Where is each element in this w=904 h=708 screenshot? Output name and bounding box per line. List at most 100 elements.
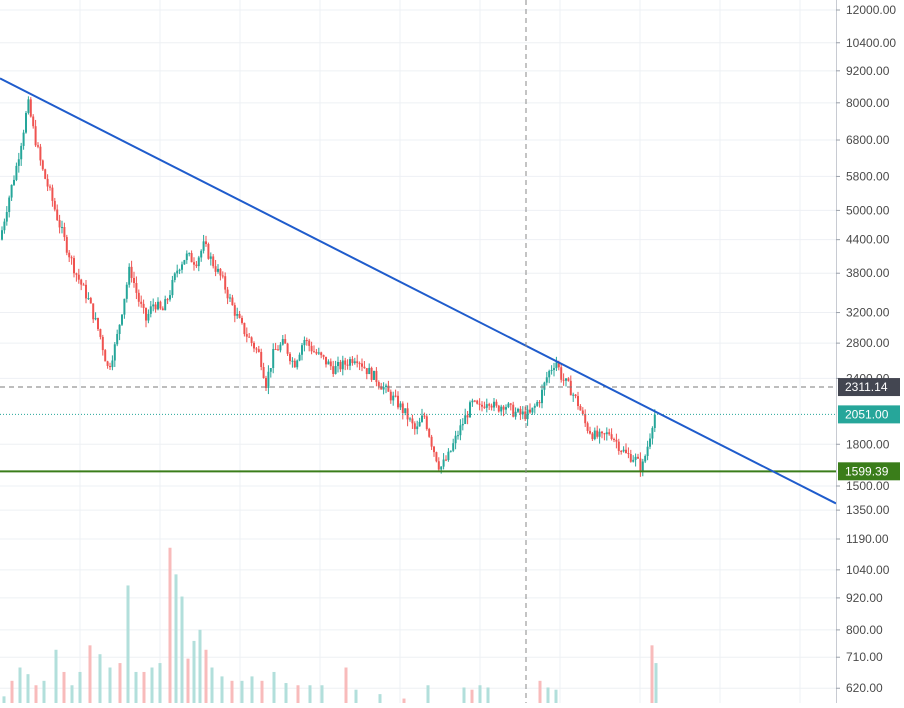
candle-body <box>555 362 558 369</box>
volume-bar <box>42 680 46 703</box>
candle-body <box>488 404 491 406</box>
candle-body <box>85 284 87 299</box>
candle-body <box>550 369 553 371</box>
level-label-bg <box>838 378 900 397</box>
candle-body <box>545 377 548 383</box>
candle-body <box>111 360 114 368</box>
candle-body <box>152 304 155 307</box>
candle-body <box>344 360 347 365</box>
candle-body <box>303 340 306 346</box>
candle-body <box>298 354 301 361</box>
candle-body <box>627 453 630 455</box>
candle-body <box>68 252 71 258</box>
volume-bar <box>78 671 82 703</box>
candle-body <box>389 391 392 401</box>
trendline-line[interactable] <box>0 77 837 505</box>
candle-body <box>536 402 539 406</box>
candle-body <box>193 262 195 265</box>
candle-body <box>509 403 512 405</box>
candle-body <box>181 264 183 270</box>
candle-body <box>164 299 167 311</box>
candle-body <box>99 329 102 337</box>
candle-body <box>125 284 128 299</box>
candle-body <box>130 266 133 278</box>
candle-body <box>457 435 459 437</box>
level-label: 2311.14 <box>845 380 888 394</box>
candle-body <box>61 227 63 229</box>
candle-body <box>277 349 279 351</box>
candle-body <box>128 266 131 285</box>
candle-body <box>538 402 541 404</box>
candle-body <box>507 403 510 408</box>
volume-bar <box>142 671 146 703</box>
volume-bar <box>62 671 66 703</box>
candle-body <box>188 253 191 255</box>
volume-bar <box>320 685 324 703</box>
candle-body <box>157 301 159 310</box>
candle-body <box>572 394 575 396</box>
tick-label: 3800.00 <box>846 266 890 280</box>
candle-body <box>577 396 579 407</box>
candle-body <box>17 159 20 166</box>
candle-body <box>363 366 366 369</box>
candle-body <box>161 308 164 311</box>
candle-body <box>605 432 608 435</box>
candle-body <box>435 452 438 462</box>
volume-bar <box>168 547 172 703</box>
candle-body <box>248 336 251 338</box>
candle-body <box>615 439 618 442</box>
candle-body <box>41 160 44 170</box>
candle-body <box>377 382 380 387</box>
candle-body <box>209 256 212 259</box>
volume-bar <box>186 658 190 703</box>
candle-body <box>77 274 80 280</box>
candle-body <box>22 132 25 146</box>
candle-body <box>75 273 78 275</box>
candle-body <box>116 333 119 345</box>
level-label-bg <box>838 405 900 424</box>
candle-body <box>25 112 27 133</box>
candle-body <box>562 379 565 381</box>
candle-body <box>560 367 563 380</box>
candle-body <box>521 411 524 415</box>
candle-body <box>65 237 68 253</box>
candle-body <box>610 434 613 439</box>
trendline <box>0 77 837 505</box>
candle-body <box>5 212 8 222</box>
candle-body <box>147 313 150 321</box>
volume-bar <box>98 654 102 703</box>
price-axis-bg[interactable] <box>836 0 904 703</box>
candle-body <box>519 408 522 415</box>
candle-body <box>337 361 339 367</box>
candle-body <box>505 407 507 410</box>
tick-label: 6800.00 <box>846 133 890 147</box>
candle-body <box>301 345 303 355</box>
candle-body <box>173 273 176 280</box>
candle-body <box>327 361 330 365</box>
volume-bar <box>344 667 348 703</box>
candle-body <box>145 307 147 321</box>
volume-bar <box>134 671 138 703</box>
candle-body <box>553 368 555 370</box>
candle-body <box>401 403 404 414</box>
candle-body <box>485 404 488 408</box>
volume-bar <box>88 645 92 703</box>
candle-body <box>502 406 505 410</box>
candle-body <box>34 126 37 146</box>
candle-body <box>382 387 385 390</box>
candle-body <box>358 363 361 365</box>
candle-body <box>262 367 265 378</box>
candle-body <box>135 282 138 293</box>
volume-bar <box>54 649 58 703</box>
candle-body <box>598 431 601 437</box>
candle-body <box>397 395 399 408</box>
candle-body <box>452 443 455 451</box>
candle-body <box>29 99 32 117</box>
candle-body <box>581 410 584 414</box>
level-label: 2051.00 <box>845 407 889 421</box>
candle-body <box>409 418 411 420</box>
tick-label: 3200.00 <box>846 306 890 320</box>
candle-body <box>325 356 327 365</box>
candle-body <box>629 454 632 462</box>
